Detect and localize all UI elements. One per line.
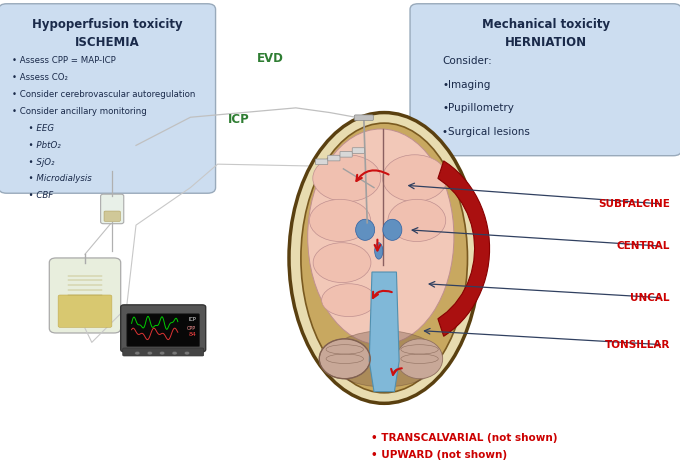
Text: • Assess CO₂: • Assess CO₂ xyxy=(12,73,68,82)
Text: CENTRAL: CENTRAL xyxy=(617,241,670,251)
Polygon shape xyxy=(369,272,399,392)
Text: • EEG: • EEG xyxy=(12,124,54,133)
Text: • CBF: • CBF xyxy=(12,191,54,200)
Text: •Imaging: •Imaging xyxy=(442,80,490,90)
Ellipse shape xyxy=(309,199,371,242)
Ellipse shape xyxy=(375,243,383,259)
FancyBboxPatch shape xyxy=(340,151,352,157)
Ellipse shape xyxy=(328,331,441,387)
Circle shape xyxy=(147,351,152,355)
Circle shape xyxy=(160,351,165,355)
FancyBboxPatch shape xyxy=(0,4,216,193)
Text: • Microdialysis: • Microdialysis xyxy=(12,174,92,183)
Text: • TRANSCALVARIAL (not shown): • TRANSCALVARIAL (not shown) xyxy=(371,433,557,443)
FancyBboxPatch shape xyxy=(58,295,112,327)
Text: UNCAL: UNCAL xyxy=(630,293,670,303)
Text: • Consider ancillary monitoring: • Consider ancillary monitoring xyxy=(12,107,147,116)
FancyBboxPatch shape xyxy=(101,194,124,224)
Polygon shape xyxy=(438,161,490,336)
Circle shape xyxy=(135,351,140,355)
Text: TONSILLAR: TONSILLAR xyxy=(605,340,670,350)
Ellipse shape xyxy=(383,219,402,241)
Text: ICP: ICP xyxy=(228,113,250,126)
Text: • SjO₂: • SjO₂ xyxy=(12,158,54,166)
Text: Consider:: Consider: xyxy=(442,56,492,66)
Circle shape xyxy=(184,351,190,355)
Text: • Consider cerebrovascular autoregulation: • Consider cerebrovascular autoregulatio… xyxy=(12,90,196,99)
Text: Mechanical toxicity: Mechanical toxicity xyxy=(481,18,610,31)
Ellipse shape xyxy=(319,339,370,379)
Circle shape xyxy=(172,351,177,355)
FancyBboxPatch shape xyxy=(49,258,121,333)
Text: •Surgical lesions: •Surgical lesions xyxy=(442,127,530,136)
FancyBboxPatch shape xyxy=(104,211,120,221)
FancyBboxPatch shape xyxy=(354,115,373,121)
Text: EVD: EVD xyxy=(257,52,284,65)
Text: CPP: CPP xyxy=(187,326,196,331)
Ellipse shape xyxy=(313,155,381,202)
Text: • Assess CPP = MAP-ICP: • Assess CPP = MAP-ICP xyxy=(12,56,116,65)
Text: • UPWARD (not shown): • UPWARD (not shown) xyxy=(371,450,507,460)
Ellipse shape xyxy=(356,219,375,241)
Ellipse shape xyxy=(388,199,446,242)
Text: ISCHEMIA: ISCHEMIA xyxy=(75,36,139,49)
Text: SUBFALCINE: SUBFALCINE xyxy=(598,199,670,209)
FancyBboxPatch shape xyxy=(352,148,364,153)
FancyBboxPatch shape xyxy=(122,348,204,356)
FancyBboxPatch shape xyxy=(126,314,200,347)
Ellipse shape xyxy=(322,284,376,317)
Text: ICP: ICP xyxy=(188,317,196,322)
Text: • PbtO₂: • PbtO₂ xyxy=(12,141,61,150)
Text: HERNIATION: HERNIATION xyxy=(505,36,587,49)
FancyBboxPatch shape xyxy=(410,4,680,156)
Text: 84: 84 xyxy=(188,333,196,337)
FancyBboxPatch shape xyxy=(316,159,328,165)
Ellipse shape xyxy=(289,113,479,403)
Text: •Pupillometry: •Pupillometry xyxy=(442,103,514,113)
Ellipse shape xyxy=(382,155,447,202)
Ellipse shape xyxy=(307,129,454,345)
Ellipse shape xyxy=(301,123,468,393)
Text: Hypoperfusion toxicity: Hypoperfusion toxicity xyxy=(32,18,182,31)
FancyBboxPatch shape xyxy=(121,305,205,352)
FancyBboxPatch shape xyxy=(328,155,340,161)
Ellipse shape xyxy=(313,243,371,282)
Ellipse shape xyxy=(396,339,443,379)
